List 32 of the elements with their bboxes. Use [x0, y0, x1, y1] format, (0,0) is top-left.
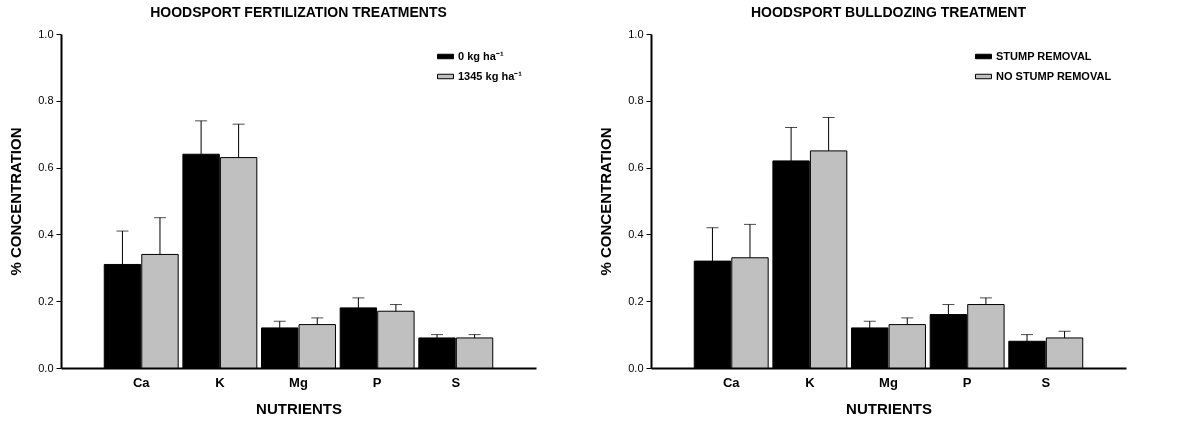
x-axis-title: NUTRIENTS — [256, 399, 342, 417]
y-tick-label: 1.0 — [38, 27, 54, 40]
y-tick-label: 0.6 — [628, 161, 644, 174]
x-tick-label: Mg — [289, 374, 308, 390]
legend-label: STUMP REMOVAL — [996, 49, 1092, 62]
y-tick-label: 0.6 — [38, 161, 54, 174]
legend-label: NO STUMP REMOVAL — [996, 69, 1112, 82]
y-tick-label: 0.4 — [628, 227, 644, 240]
y-tick-label: 0.0 — [628, 361, 644, 374]
legend-label: 0 kg ha⁻¹ — [458, 49, 504, 62]
x-tick-label: Ca — [722, 374, 741, 390]
y-axis-title: % CONCENTRATION — [7, 127, 25, 276]
x-tick-label: P — [372, 374, 382, 390]
y-tick-label: 1.0 — [628, 27, 644, 40]
y-tick-label: 0.0 — [38, 361, 54, 374]
y-tick-label: 0.8 — [628, 94, 644, 107]
x-tick-label: K — [805, 374, 816, 390]
chart-title: HOODSPORT BULLDOZING TREATMENT — [750, 4, 1027, 20]
y-tick-label: 0.4 — [38, 227, 54, 240]
chart-title: HOODSPORT FERTILIZATION TREATMENTS — [150, 4, 447, 20]
legend-label: 1345 kg ha⁻¹ — [458, 69, 523, 82]
x-tick-label: K — [215, 374, 226, 390]
x-tick-label: S — [1041, 374, 1051, 390]
x-tick-label: S — [451, 374, 461, 390]
x-axis-title: NUTRIENTS — [846, 399, 932, 417]
y-tick-label: 0.2 — [38, 294, 54, 307]
x-tick-label: Ca — [132, 374, 151, 390]
x-tick-label: Mg — [879, 374, 898, 390]
x-tick-label: P — [962, 374, 972, 390]
y-tick-label: 0.2 — [628, 294, 644, 307]
y-axis-title: % CONCENTRATION — [597, 127, 615, 276]
y-tick-label: 0.8 — [38, 94, 54, 107]
